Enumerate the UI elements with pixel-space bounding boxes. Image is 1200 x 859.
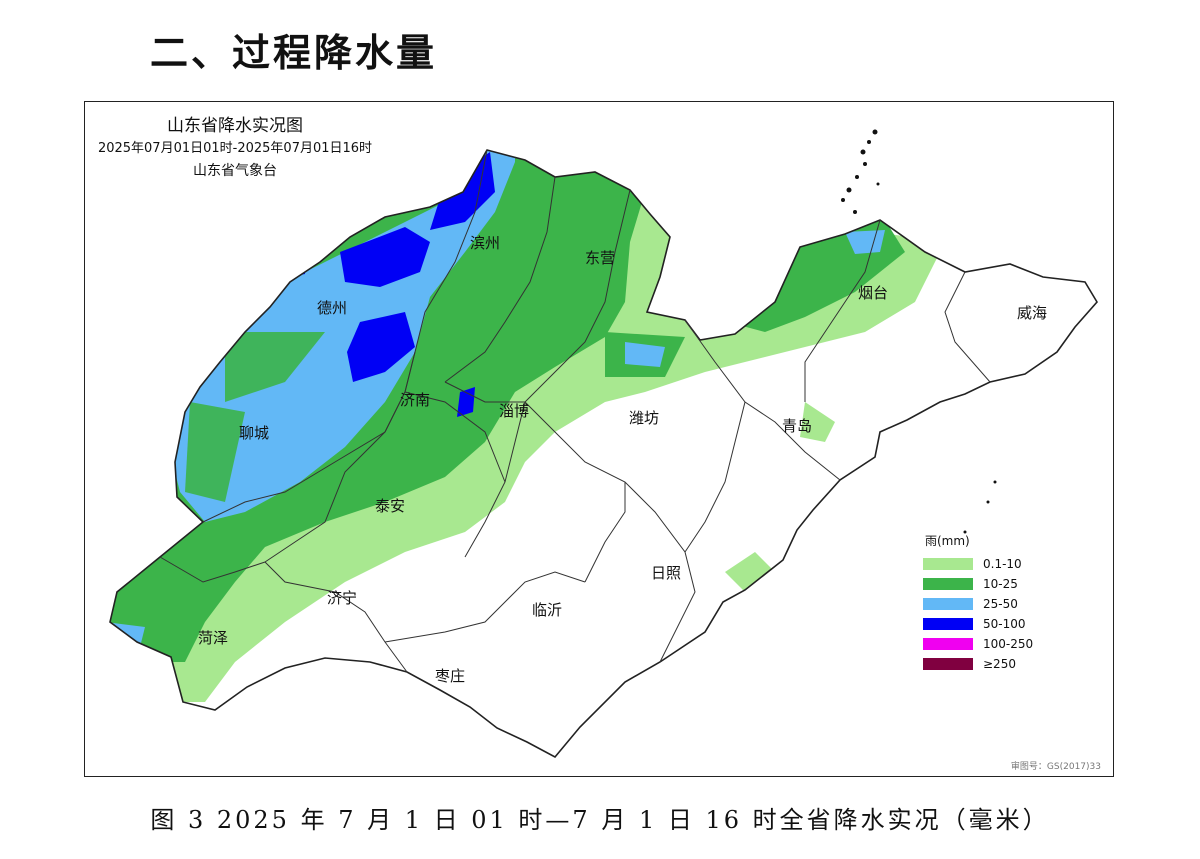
legend-label: 0.1-10 [983,557,1022,571]
city-label-taian: 泰安 [375,497,406,515]
city-label-zaozhuang: 枣庄 [435,667,466,685]
legend-item: 10-25 [923,574,1033,594]
map-approval-number: 审图号：GS(2017)33 [1010,762,1101,772]
legend-swatch [923,598,973,610]
city-label-weihai: 威海 [1017,304,1048,322]
city-label-weifang: 潍坊 [629,409,660,427]
legend-swatch [923,658,973,670]
city-label-jining: 济宁 [327,589,358,607]
legend-label: 10-25 [983,577,1018,591]
legend-swatch [923,578,973,590]
city-label-dongying: 东营 [585,249,616,267]
legend-label: ≥250 [983,657,1016,671]
city-label-linyi: 临沂 [532,601,563,619]
figure-caption: 图 3 2025 年 7 月 1 日 01 时—7 月 1 日 16 时全省降水… [150,806,1050,834]
city-label-binzhou: 滨州 [470,234,501,252]
legend-item: 25-50 [923,594,1033,614]
prefecture-boundaries [159,149,991,673]
legend-label: 100-250 [983,637,1034,651]
legend-swatch [923,618,973,630]
legend-item: 0.1-10 [923,554,1033,574]
legend-title: 雨(mm) [925,534,970,548]
city-label-jinan: 济南 [400,391,431,409]
legend-item: 50-100 [923,614,1033,634]
map-title: 山东省降水实况图 [167,116,303,136]
legend-label: 25-50 [983,597,1018,611]
city-label-dezhou: 德州 [317,299,348,317]
city-label-zibo: 淄博 [499,402,530,420]
map-legend: 雨(mm) 0.1-10 10-25 25-50 50-100 100-250 … [923,532,1033,674]
city-label-qingdao: 青岛 [782,417,813,435]
map-period: 2025年07月01日01时-2025年07月01日16时 [97,141,373,156]
city-label-liaocheng: 聊城 [239,424,270,442]
map-agency: 山东省气象台 [193,163,277,179]
islands [841,129,997,534]
legend-swatch [923,638,973,650]
legend-item: 100-250 [923,634,1033,654]
map-header: 山东省降水实况图 2025年07月01日01时-2025年07月01日16时 山… [85,114,385,182]
city-label-rizhao: 日照 [651,564,682,582]
precipitation-map: 山东省降水实况图 2025年07月01日01时-2025年07月01日16时 山… [84,101,1114,777]
map-graphic [109,129,1098,759]
legend-item: ≥250 [923,654,1033,674]
legend-label: 50-100 [983,617,1026,631]
section-title: 二、过程降水量 [150,31,438,75]
legend-swatch [923,558,973,570]
city-label-yantai: 烟台 [858,284,889,302]
city-label-heze: 菏泽 [198,629,229,647]
